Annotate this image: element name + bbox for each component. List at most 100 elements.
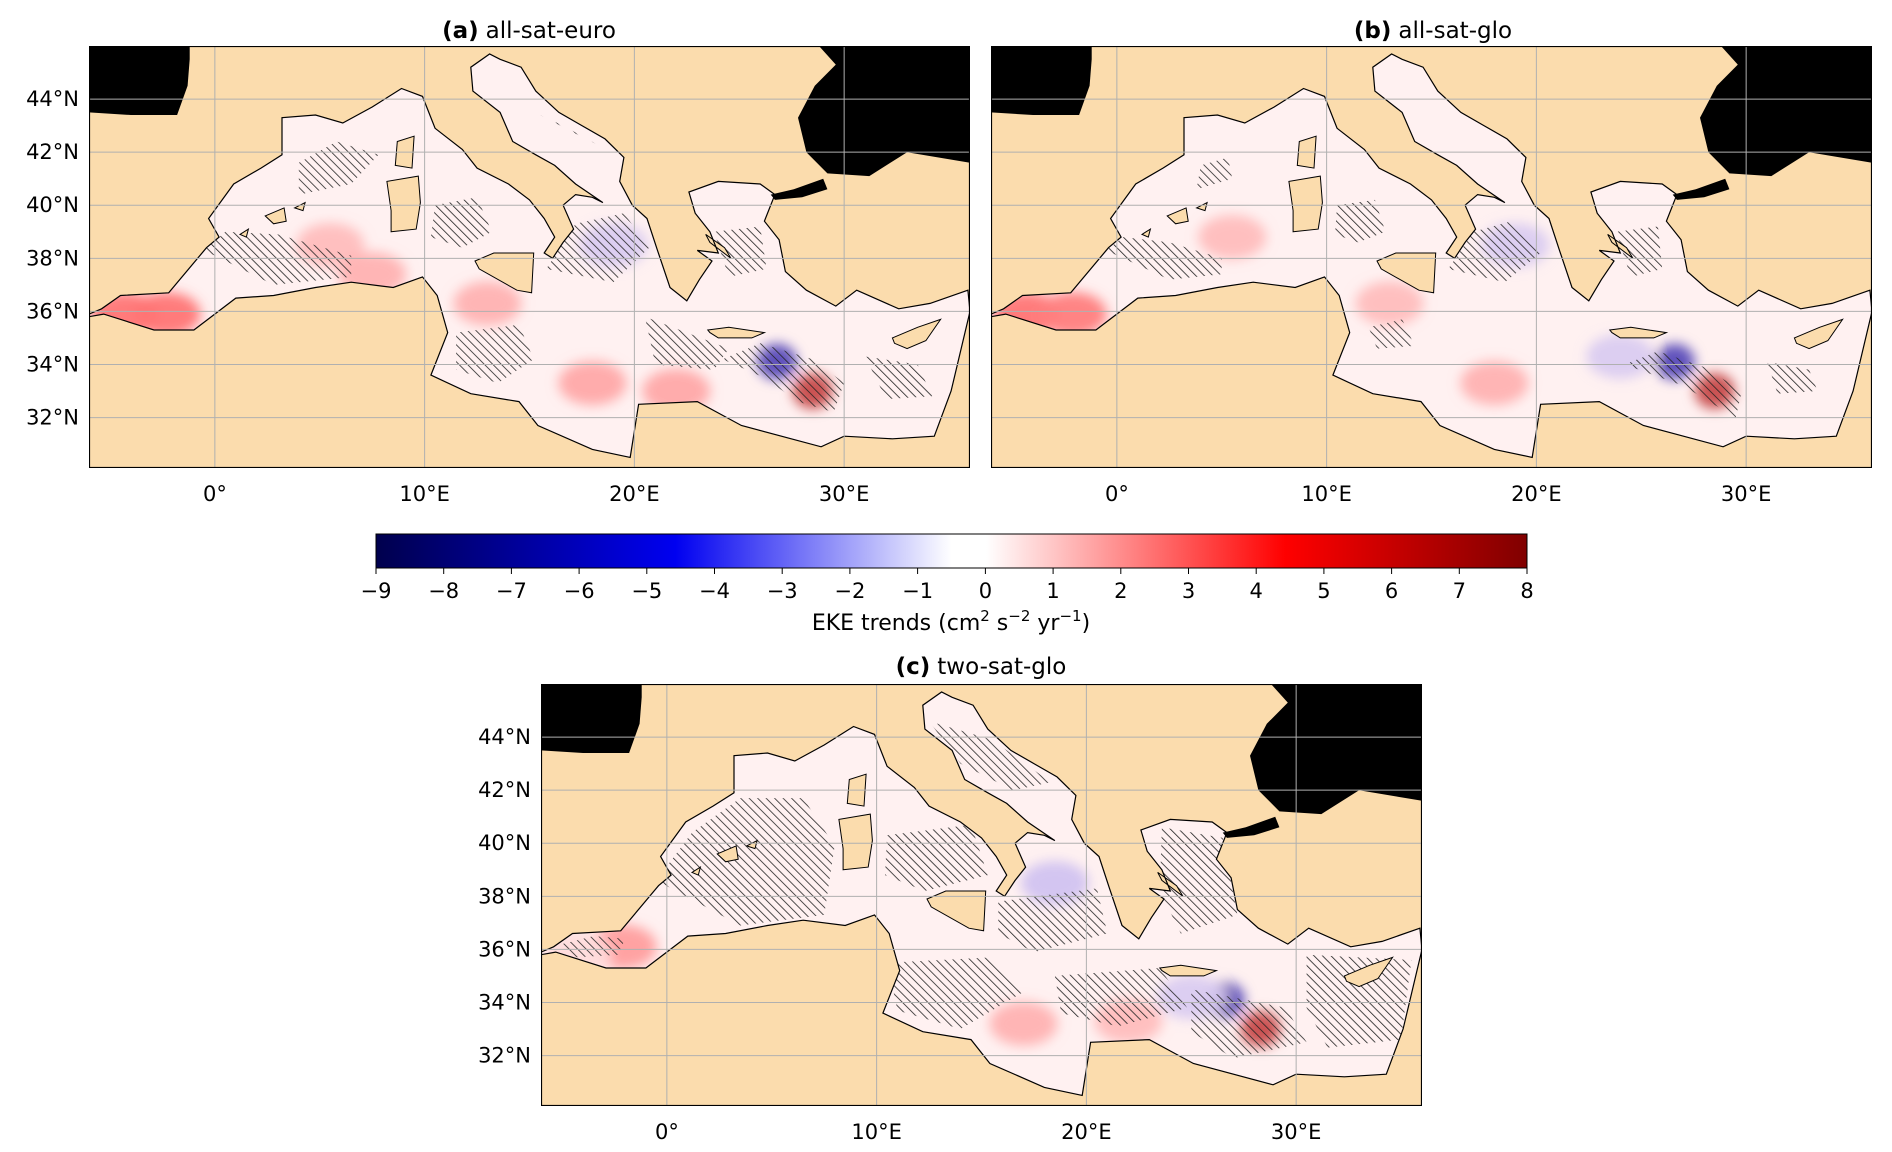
colorbar-tick-label: −2 <box>834 579 865 603</box>
island-2 <box>1376 252 1437 294</box>
colorbar-tick-label: 5 <box>1317 579 1330 603</box>
trend-blob-b-6 <box>1198 215 1267 260</box>
hatch-region-8 <box>929 721 1051 791</box>
sea-of-marmara <box>1222 816 1280 838</box>
panel-b-title: (b) all-sat-glo <box>1354 18 1512 44</box>
panel-c-title: (c) two-sat-glo <box>896 654 1067 680</box>
coastline <box>541 691 1422 1097</box>
island-0 <box>386 175 421 233</box>
coastline <box>89 53 970 459</box>
lat-tick-label: 42°N <box>478 778 531 802</box>
trend-blob-a-6 <box>453 281 522 326</box>
island-5 <box>716 845 739 863</box>
hatch-region-3 <box>887 957 1024 1029</box>
colorbar-tick-label: 1 <box>1046 579 1059 603</box>
panel-b-title-prefix: (b) <box>1354 18 1392 44</box>
panel-b-title-name: all-sat-glo <box>1398 18 1512 44</box>
map-frame <box>89 46 970 468</box>
lat-tick-label: 32°N <box>26 406 79 430</box>
colorbar-gradient <box>375 533 1528 569</box>
trend-blob-a-1 <box>132 292 201 337</box>
lat-tick-label: 34°N <box>26 353 79 377</box>
sea-of-marmara <box>1672 178 1730 200</box>
panel-c-title-prefix: (c) <box>896 654 931 680</box>
trend-blob-c-4 <box>989 1001 1058 1046</box>
lon-tick-label: 0° <box>203 482 227 506</box>
colorbar-tick-label: −9 <box>361 579 392 603</box>
trend-blob-b-4 <box>1460 361 1529 406</box>
island-2 <box>474 252 535 294</box>
island-3 <box>1158 964 1219 977</box>
lon-tick-label: 10°E <box>851 1120 902 1144</box>
island-5 <box>264 207 287 225</box>
colorbar: −9 −8 −7 −6 −5 −4 −3 −2 −1 0 1 2 3 4 5 6 7 8 EKE trends (… <box>361 533 1534 636</box>
hatch-region-6 <box>722 343 845 413</box>
colorbar-label-mid: s <box>990 611 1008 636</box>
island-7 <box>1140 228 1152 238</box>
atlantic-mask <box>89 46 190 115</box>
hatch-region-0 <box>656 798 835 926</box>
panel-c-title-name: two-sat-glo <box>937 654 1066 680</box>
colorbar-label-mid2: yr <box>1030 611 1060 636</box>
colorbar-tick-label: 2 <box>1114 579 1127 603</box>
panel-b-axis-labels: 0° 10°E 20°E 30°E <box>1105 482 1771 506</box>
hatch-region-4 <box>456 324 534 384</box>
lat-tick-label: 36°N <box>26 299 79 323</box>
hatch-region-6 <box>1306 954 1412 1048</box>
lon-tick-label: 20°E <box>1061 1120 1112 1144</box>
colorbar-tick-label: 4 <box>1250 579 1263 603</box>
gridlines <box>541 684 1422 1106</box>
gridlines <box>991 46 1872 468</box>
colorbar-label-exp1: 2 <box>980 607 990 625</box>
panel-a-title-name: all-sat-euro <box>486 18 616 44</box>
island-3 <box>1608 326 1669 339</box>
significance-hatching <box>562 721 1412 1059</box>
colorbar-tick-label: 7 <box>1453 579 1466 603</box>
trend-blob-b-1 <box>1038 292 1107 337</box>
island-0 <box>1288 175 1323 233</box>
hatch-region-4 <box>1767 361 1818 394</box>
lon-tick-label: 30°E <box>1721 482 1772 506</box>
coastline <box>991 53 1872 459</box>
hatch-region-6 <box>1196 157 1233 190</box>
hatch-region-2 <box>1448 221 1541 283</box>
hatch-region-5 <box>1616 226 1663 277</box>
island-3 <box>706 326 767 339</box>
colorbar-label-exp3: −1 <box>1059 607 1081 625</box>
island-2 <box>926 890 987 932</box>
hatch-region-4 <box>1054 968 1188 1027</box>
panel-c-axis-labels: 0° 10°E 20°E 30°E 44°N 42°N 40°N 38°N 36°N 34°N 32… <box>478 725 1321 1144</box>
map-b <box>991 46 1872 468</box>
hatch-region-8 <box>714 226 767 277</box>
map-c <box>541 684 1422 1106</box>
colorbar-tick-label: −4 <box>699 579 730 603</box>
atlantic-mask <box>541 684 642 753</box>
island-0 <box>838 813 873 871</box>
map-frame <box>991 46 1872 468</box>
island-4 <box>891 318 942 350</box>
hatch-region-7 <box>865 356 933 399</box>
hatch-region-9 <box>562 936 625 958</box>
colorbar-label-exp2: −2 <box>1008 607 1030 625</box>
colorbar-tick-label: 8 <box>1520 579 1533 603</box>
colorbar-tick-label: 6 <box>1385 579 1398 603</box>
sea-of-marmara <box>770 178 828 200</box>
panel-a: (a) all-sat-euro 0° 10°E 20°E 30°E 44°N 42°N 40… <box>26 18 970 506</box>
hatch-region-5 <box>644 316 729 370</box>
trend-blob-b-5 <box>1355 281 1424 326</box>
lat-tick-label: 38°N <box>26 246 79 270</box>
colorbar-label-end: ) <box>1082 611 1091 636</box>
panel-b: (b) all-sat-glo 0° 10°E 20°E 30°E <box>991 18 1872 506</box>
lat-tick-label: 44°N <box>26 87 79 111</box>
lat-tick-label: 40°N <box>478 831 531 855</box>
colorbar-tick-label: −7 <box>496 579 527 603</box>
colorbar-label: EKE trends (cm2 s−2 yr−1) <box>812 607 1090 636</box>
lon-tick-label: 30°E <box>1271 1120 1322 1144</box>
atlantic-mask <box>991 46 1092 115</box>
lat-tick-label: 40°N <box>26 193 79 217</box>
panel-a-title: (a) all-sat-euro <box>442 18 616 44</box>
lon-tick-label: 20°E <box>609 482 660 506</box>
lat-tick-label: 36°N <box>478 937 531 961</box>
lat-tick-label: 42°N <box>26 140 79 164</box>
